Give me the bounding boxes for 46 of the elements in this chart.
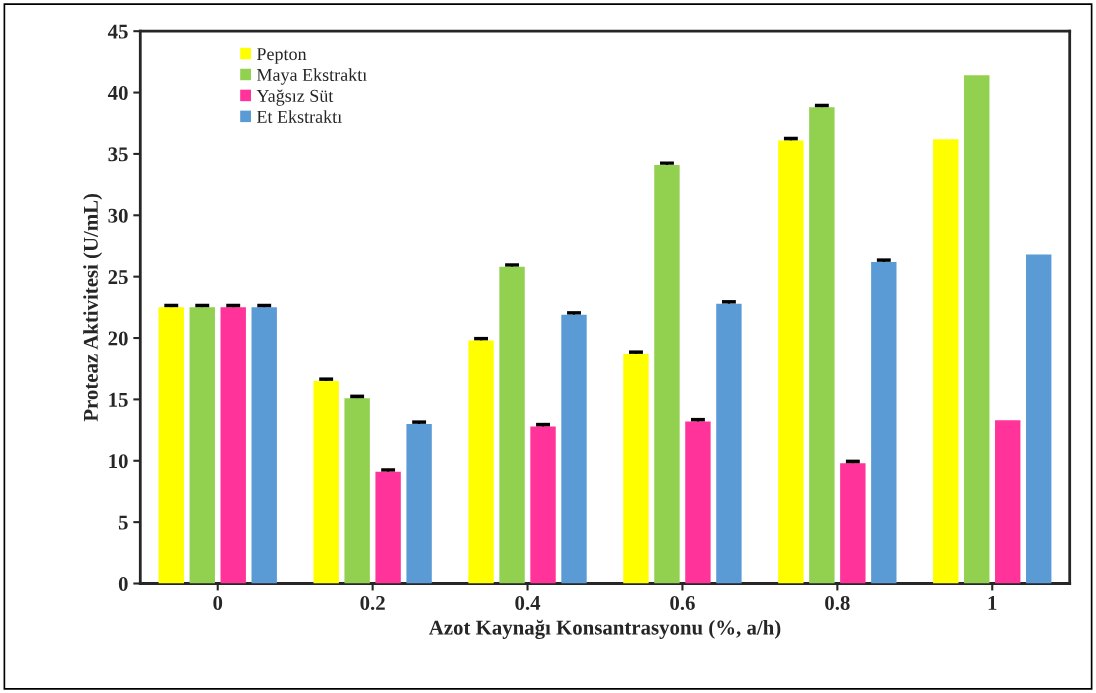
y-tick-label: 10 <box>109 454 128 469</box>
y-tick-label: 35 <box>108 147 128 162</box>
bar <box>189 307 215 584</box>
bar <box>158 307 184 584</box>
y-tick-label: 0 <box>118 576 128 591</box>
bar <box>499 266 525 584</box>
bar <box>809 107 835 584</box>
bar <box>964 75 990 584</box>
x-axis-title: Azot Kaynağı Konsantrasyonu (%, a/h) <box>428 619 781 640</box>
legend-label: Et Ekstraktı <box>256 110 342 123</box>
bar <box>778 140 804 584</box>
bar <box>654 164 680 584</box>
bar <box>251 307 277 584</box>
bar <box>623 353 649 584</box>
bar <box>716 303 742 584</box>
y-tick-label: 5 <box>118 515 128 530</box>
bar <box>220 307 246 584</box>
bar <box>313 380 339 584</box>
bar <box>685 421 711 584</box>
bar <box>933 139 959 584</box>
x-tick-label: 0 <box>213 595 223 610</box>
x-tick-label: 0.2 <box>360 595 385 611</box>
x-tick-label: 0.4 <box>515 595 541 611</box>
y-axis-title: Proteaz Aktivitesi (U/mL) <box>83 193 103 422</box>
y-tick-label: 25 <box>108 270 128 285</box>
legend-label: Pepton <box>256 48 307 64</box>
legend-label: Maya Ekstraktı <box>256 68 367 85</box>
y-tick-label: 45 <box>107 24 128 39</box>
bar <box>406 423 432 584</box>
bar <box>375 471 401 584</box>
bar <box>995 420 1021 584</box>
legend-label: Yağsız Süt <box>256 89 334 106</box>
x-tick-label: 1 <box>988 596 997 610</box>
y-tick-label: 20 <box>108 331 128 346</box>
bar <box>530 426 556 584</box>
y-tick-label: 40 <box>107 85 128 100</box>
bar <box>1026 254 1052 584</box>
bar <box>468 340 494 584</box>
bar <box>344 398 370 584</box>
x-tick-label: 0.8 <box>825 595 850 611</box>
x-tick-label: 0.6 <box>670 595 695 611</box>
y-tick-label: 30 <box>108 208 128 223</box>
bar <box>871 261 897 584</box>
bar <box>840 463 866 584</box>
y-tick-label: 15 <box>109 392 128 407</box>
bar <box>561 314 587 584</box>
